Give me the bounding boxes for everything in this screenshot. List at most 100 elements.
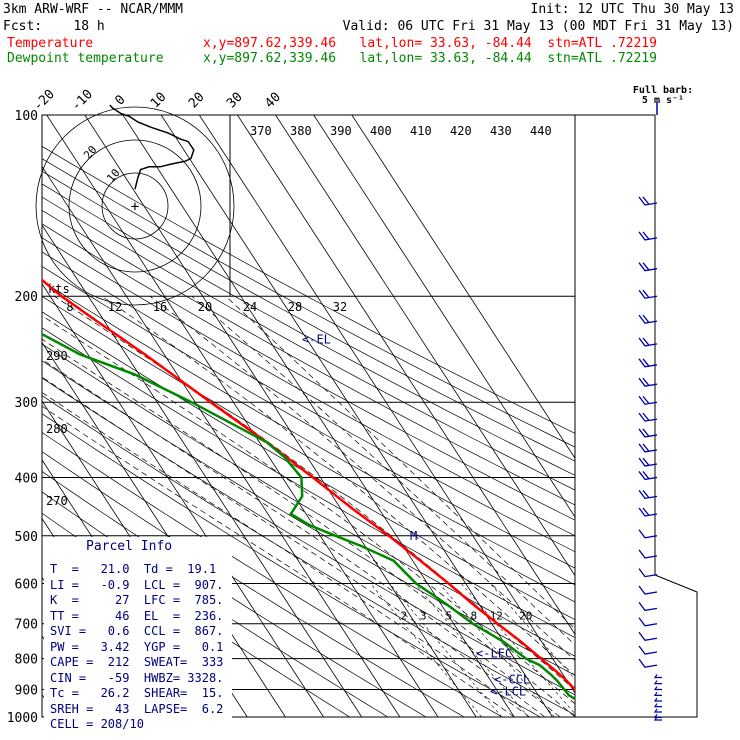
wind-barb [638,337,658,347]
level-annotation: <-EL [302,332,331,346]
dry-adiabat [42,265,575,569]
wind-barb [638,231,658,241]
wind-barb-flag [642,457,650,466]
pressure-tick-label: 300 [15,396,38,411]
theta-e-label: 400 [370,124,392,138]
dry-adiabat [42,183,575,476]
wind-barb [638,585,658,595]
isotherm-label: -10 [69,87,96,114]
dry-adiabat [42,158,575,448]
mixing-ratio-line [460,583,575,715]
wind-barb-flag [642,314,650,323]
wind-barb [638,471,658,481]
level-annotation: <-LFC [476,647,512,661]
mixing-ratio-label: 8 [470,610,477,623]
isotherm-line [313,115,575,518]
wind-barb [653,703,662,708]
valid-time: Valid: 06 UTC Fri 31 May 13 (00 MDT Fri … [342,19,734,34]
hodograph-trace [109,104,195,190]
pressure-tick-label: 200 [15,290,38,305]
wind-barb-flag [642,358,650,367]
wind-barb [653,714,662,718]
wind-barb [638,428,658,438]
chart-header: 3km ARW-WRF -- NCAR/MMM Init: 12 UTC Thu… [0,0,740,70]
wind-barb-flag [642,377,650,386]
isotherm-label: 20 [186,90,208,112]
temperature-legend-label: Temperature [7,36,94,51]
wind-barb [638,196,658,206]
wind-barb [653,680,662,685]
isotherm-label: 30 [224,90,246,112]
wind-barb [653,708,662,713]
wind-barb [638,631,658,641]
parcel-row: PW = 3.42 YGP = 0.1 [50,639,224,654]
wind-barb [638,658,658,668]
isotherm-label: 0 [112,92,128,108]
wind-barb-flag [642,337,650,346]
theta-e-label: 430 [490,124,512,138]
wind-barb-flag [642,412,650,421]
wind-barb [638,377,658,387]
mixing-ratio-label: 2 [401,610,408,623]
hodograph-ring [35,106,235,306]
temperature-profile [42,278,575,692]
model-title: 3km ARW-WRF -- NCAR/MMM [3,2,184,17]
wind-barb [638,568,658,578]
wind-barb [638,358,658,368]
parcel-row: T = 21.0 Td = 19.1 [50,562,217,576]
wind-barb [638,645,658,655]
wind-barb [638,457,658,467]
wind-barb-flag [642,489,650,499]
wind-barb [638,262,658,272]
dry-adiabat [42,311,575,620]
theta-e-label: 440 [530,124,552,138]
wind-column-frame [575,114,698,718]
pressure-tick-label: 800 [15,653,38,668]
parcel-row: SREH = 43 LAPSE= 6.2 [50,701,224,716]
wind-barb-flag [642,196,650,205]
moist-adiabat [42,405,515,717]
parcel-row: K = 27 LFC = 785. [50,593,224,607]
dry-adiabat [42,413,541,717]
isotherm-label: 40 [262,90,284,112]
hodograph-ring [68,139,202,273]
wind-barb [653,692,662,696]
wind-barb-flag [642,262,650,271]
hodograph-center: + [131,199,139,215]
moist-adiabat [191,295,575,646]
hodograph-ring [101,172,169,240]
dry-adiabat [42,196,575,491]
moist-adiabat [149,295,575,662]
dewpoint-legend-info: x,y=897.62,339.46 lat,lon= 33.63, -84.44… [203,51,657,66]
dry-adiabat [42,223,575,521]
mixing-ratio-label: 3 [420,610,427,623]
parcel-row: LI = -0.9 LCL = 907. [50,577,224,592]
wind-barb-flag [642,395,650,405]
theta-e-label: 410 [410,124,432,138]
isotherm-line [46,115,439,717]
isotherm-line [198,115,575,694]
pressure-tick-label: 100 [15,109,38,124]
mixing-ratio-line [370,583,482,717]
parcel-row: CIN = -59 HWBZ= 3328. [50,670,224,685]
isotach-label: 12 [108,300,122,314]
temperature-legend-info: x,y=897.62,339.46 lat,lon= 33.63, -84.44… [203,36,657,51]
forecast-hour: Fcst: 18 h [3,19,105,34]
dry-adiabat [42,431,503,717]
isotach-label: 16 [153,300,167,314]
wind-barb [638,529,658,539]
mixing-ratio-line [438,583,555,717]
isotach-label: 8 [66,300,73,314]
theta-e-label: 370 [250,124,272,138]
isotherm-line [275,115,575,577]
pressure-tick-label: 600 [15,577,38,592]
isotherm-line [351,115,575,460]
isotherm-line [42,165,401,717]
wind-barb [653,686,662,691]
parcel-row: CELL = 208/10 [50,717,144,731]
wind-barb [638,549,658,559]
wind-barb [638,395,658,405]
dry-adiabat [42,395,575,716]
wind-barb [653,716,662,721]
pressure-tick-label: 900 [15,683,38,698]
